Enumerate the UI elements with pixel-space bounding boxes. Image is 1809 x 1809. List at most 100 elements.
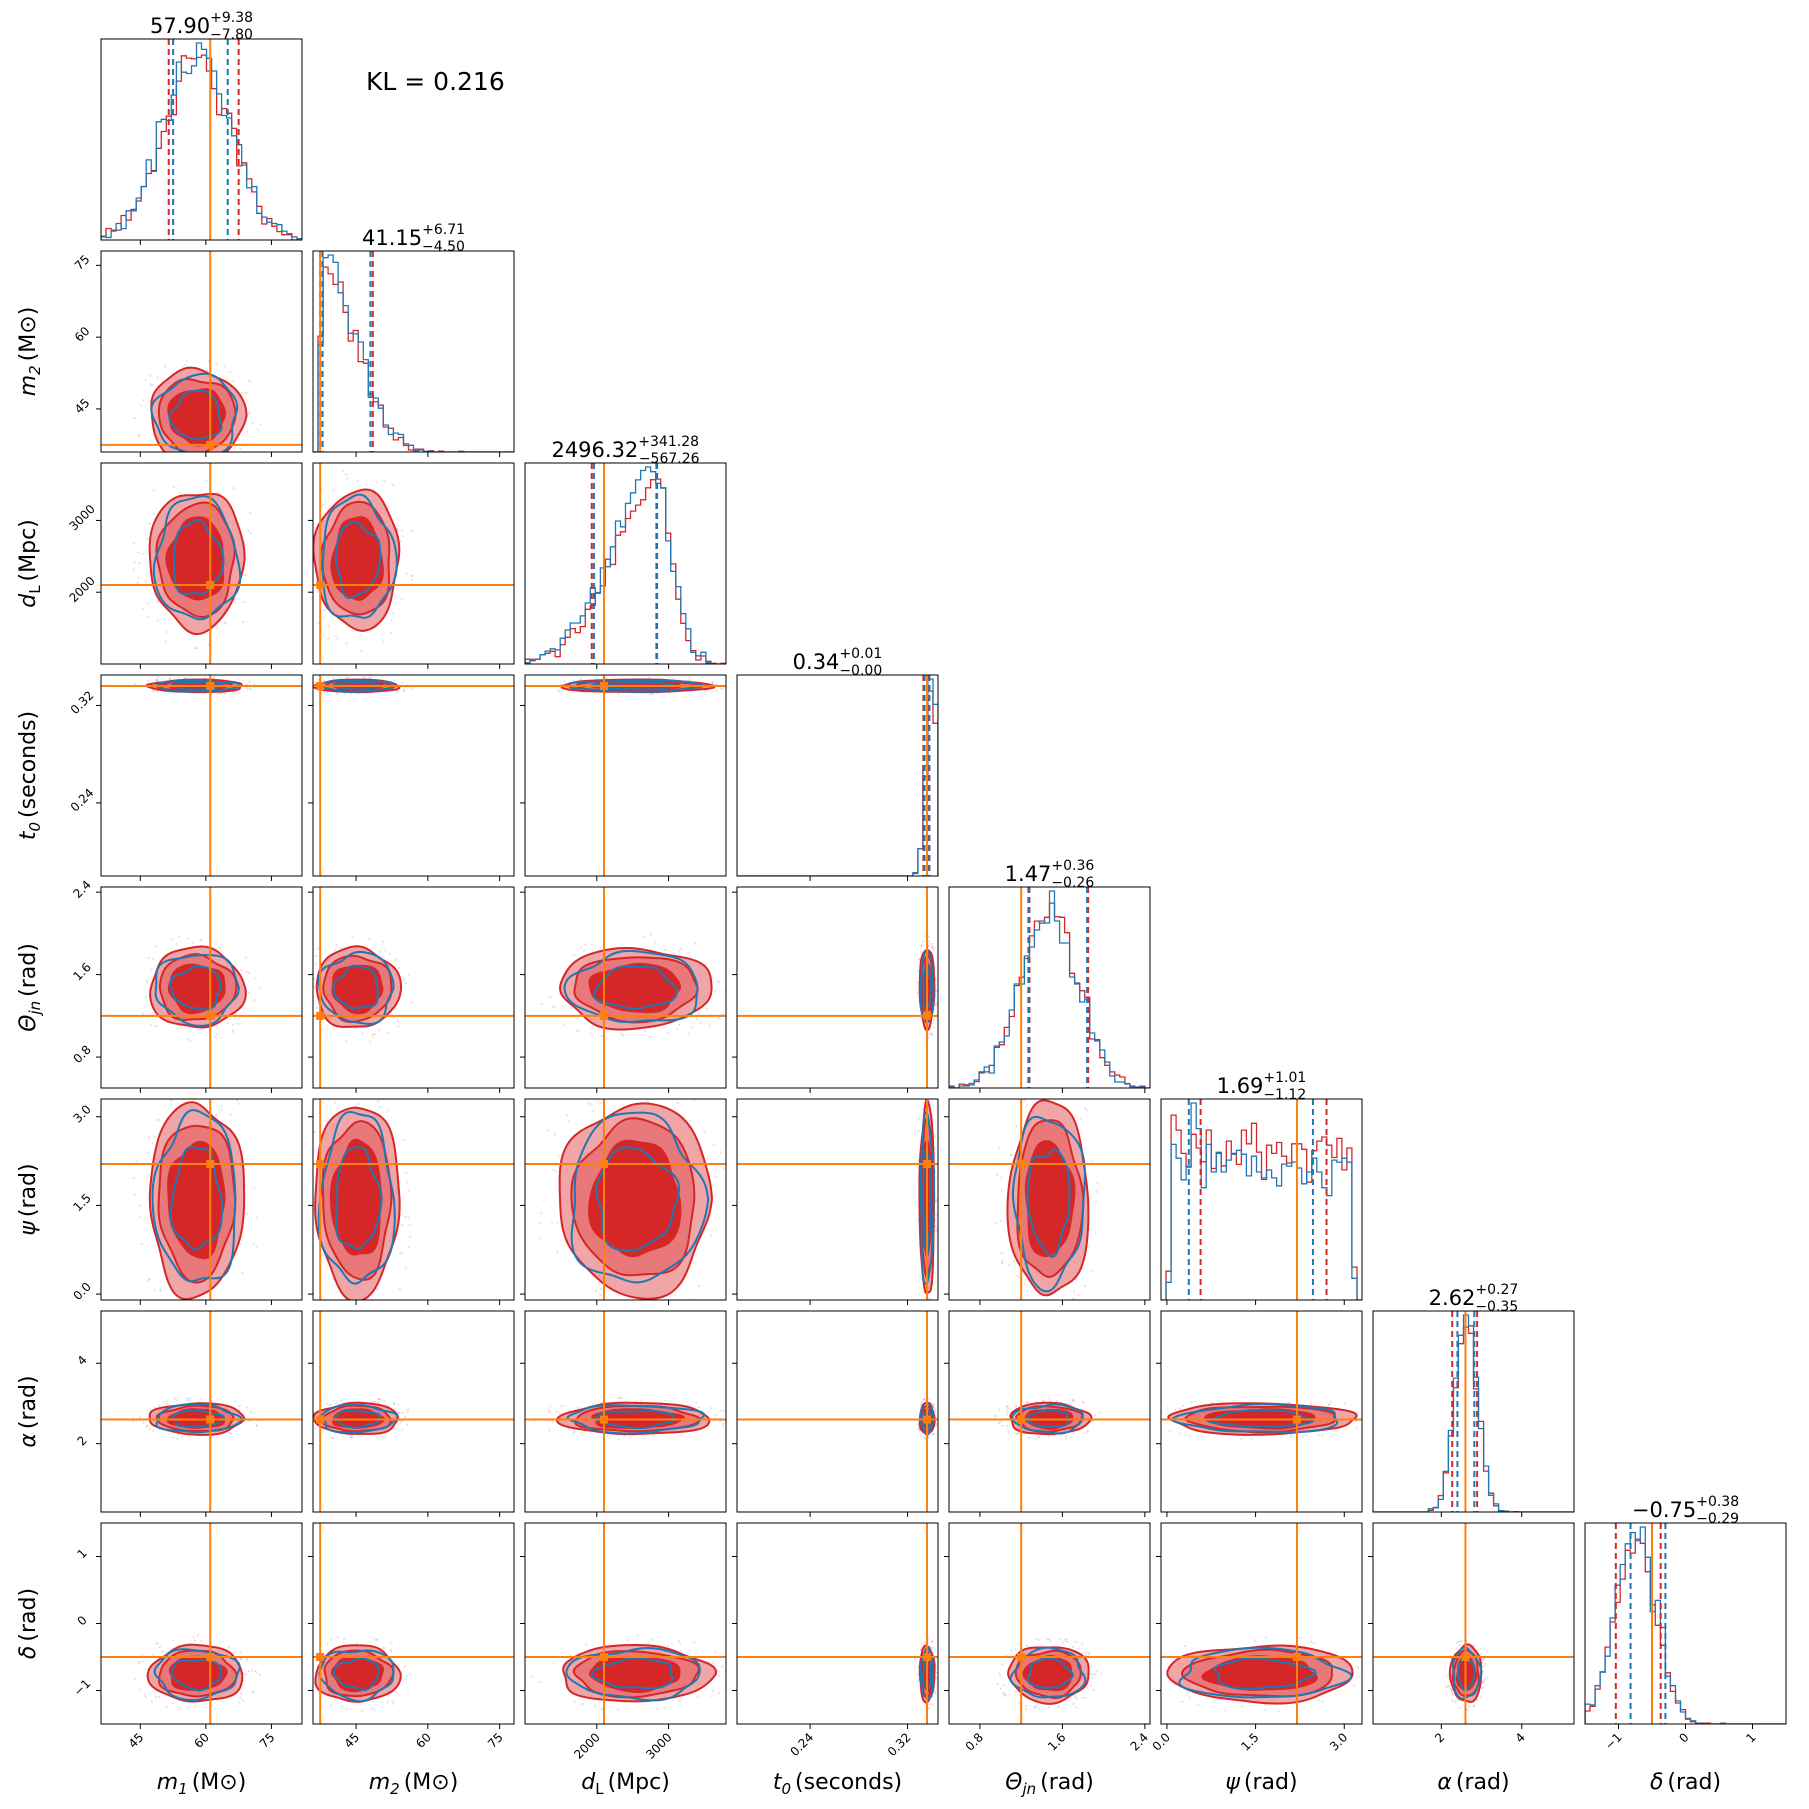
sample-point bbox=[604, 677, 607, 680]
sample-point bbox=[146, 1151, 149, 1154]
sample-point bbox=[1328, 1403, 1331, 1407]
sample-point bbox=[253, 682, 256, 685]
sample-point bbox=[401, 1223, 404, 1227]
contour-outer-blue bbox=[1011, 1115, 1086, 1293]
sample-point bbox=[247, 379, 250, 382]
sample-point bbox=[147, 1136, 150, 1139]
sample-point bbox=[1089, 1673, 1092, 1676]
contour-inner-red bbox=[588, 962, 682, 1014]
sample-point bbox=[167, 464, 169, 466]
sample-point bbox=[168, 677, 171, 680]
sample-point bbox=[386, 1700, 389, 1704]
sample-point bbox=[218, 692, 221, 695]
sample-point bbox=[593, 1705, 596, 1708]
sample-point bbox=[1240, 1438, 1243, 1441]
sample-point bbox=[157, 1404, 161, 1407]
contour-inner-red bbox=[1022, 1654, 1072, 1692]
sample-point bbox=[1451, 1693, 1454, 1696]
sample-point bbox=[1329, 1400, 1332, 1403]
sample-point bbox=[240, 392, 244, 395]
sample-point bbox=[658, 1088, 660, 1090]
panel-delta-vs-psi: 0.0 1.5 3.0 bbox=[1150, 1522, 1363, 1754]
sample-point bbox=[206, 369, 209, 372]
sample-point bbox=[148, 1277, 151, 1280]
sample-point bbox=[215, 1113, 218, 1116]
sample-point bbox=[1327, 1403, 1330, 1406]
sample-point bbox=[681, 1433, 684, 1436]
sample-point bbox=[548, 1429, 551, 1432]
x-axis-label-delta: δ (rad) bbox=[1650, 1770, 1721, 1795]
panel-thetajn-vs-m1: 0.8 1.6 2.4 bbox=[70, 878, 303, 1093]
sample-point bbox=[698, 1405, 701, 1409]
sample-point bbox=[405, 1675, 408, 1678]
sample-point bbox=[573, 1700, 576, 1703]
sample-point bbox=[922, 1641, 925, 1644]
sample-point bbox=[1067, 1319, 1069, 1321]
sample-point bbox=[1321, 1700, 1324, 1703]
sample-point bbox=[1045, 1328, 1047, 1330]
panel-frame bbox=[312, 250, 515, 453]
sample-point bbox=[928, 1397, 931, 1400]
sample-point bbox=[154, 945, 157, 948]
sample-point bbox=[406, 1408, 410, 1411]
sample-point bbox=[1005, 1694, 1008, 1697]
sample-point bbox=[927, 1092, 929, 1094]
panel-frame bbox=[736, 674, 939, 877]
sample-point bbox=[678, 1642, 682, 1645]
sample-point bbox=[240, 1692, 243, 1695]
sample-point bbox=[712, 1143, 715, 1146]
sample-point bbox=[1001, 1424, 1004, 1427]
sample-point bbox=[250, 531, 253, 535]
sample-point bbox=[368, 1040, 372, 1043]
sample-point bbox=[179, 1707, 182, 1710]
sample-point bbox=[241, 1272, 244, 1275]
y-axis-label-alpha: α(rad) bbox=[16, 1375, 41, 1447]
sample-point bbox=[1095, 1670, 1098, 1673]
sample-point bbox=[185, 1397, 189, 1400]
sample-point bbox=[166, 630, 169, 634]
x-axis-label-dL: dL (Mpc) bbox=[581, 1770, 670, 1798]
sample-point bbox=[643, 936, 646, 939]
sample-point bbox=[194, 647, 197, 650]
sample-point bbox=[1072, 1399, 1075, 1402]
sample-point bbox=[1075, 1641, 1078, 1644]
sample-point bbox=[687, 678, 691, 682]
sample-point bbox=[245, 687, 248, 690]
sample-point bbox=[730, 1419, 732, 1421]
sample-point bbox=[728, 1683, 730, 1685]
sample-point bbox=[340, 1705, 344, 1708]
sample-point bbox=[159, 1288, 162, 1291]
truth-marker bbox=[316, 1653, 325, 1661]
sample-point bbox=[921, 1306, 923, 1308]
sample-point bbox=[172, 1639, 175, 1642]
sample-point bbox=[1154, 1691, 1156, 1693]
sample-point bbox=[400, 1429, 404, 1432]
sample-point bbox=[378, 1028, 381, 1031]
sample-point bbox=[1450, 1687, 1453, 1690]
sample-point bbox=[403, 1665, 406, 1668]
contour-inner-blue bbox=[593, 965, 679, 1010]
sample-point bbox=[309, 557, 311, 559]
sample-point bbox=[555, 1170, 558, 1173]
sample-point bbox=[557, 1155, 560, 1158]
sample-point bbox=[390, 1641, 393, 1644]
sample-point bbox=[918, 1118, 921, 1121]
sample-point bbox=[703, 1130, 706, 1133]
sample-point bbox=[1081, 1400, 1084, 1403]
sample-point bbox=[377, 1100, 380, 1103]
sample-point bbox=[1035, 1704, 1038, 1707]
sample-point bbox=[695, 1401, 698, 1404]
sample-point bbox=[1074, 1695, 1077, 1698]
sample-point bbox=[582, 1702, 585, 1706]
sample-point bbox=[228, 1431, 231, 1434]
sample-point bbox=[224, 1091, 226, 1093]
sample-point bbox=[1006, 1405, 1009, 1408]
sample-point bbox=[600, 1034, 603, 1038]
sample-point bbox=[934, 1177, 937, 1180]
sample-point bbox=[345, 1708, 348, 1711]
sample-point bbox=[639, 1399, 642, 1402]
sample-point bbox=[1064, 1638, 1067, 1641]
sample-point bbox=[379, 1105, 382, 1108]
sample-point bbox=[389, 1648, 393, 1652]
sample-point bbox=[1476, 1648, 1479, 1652]
